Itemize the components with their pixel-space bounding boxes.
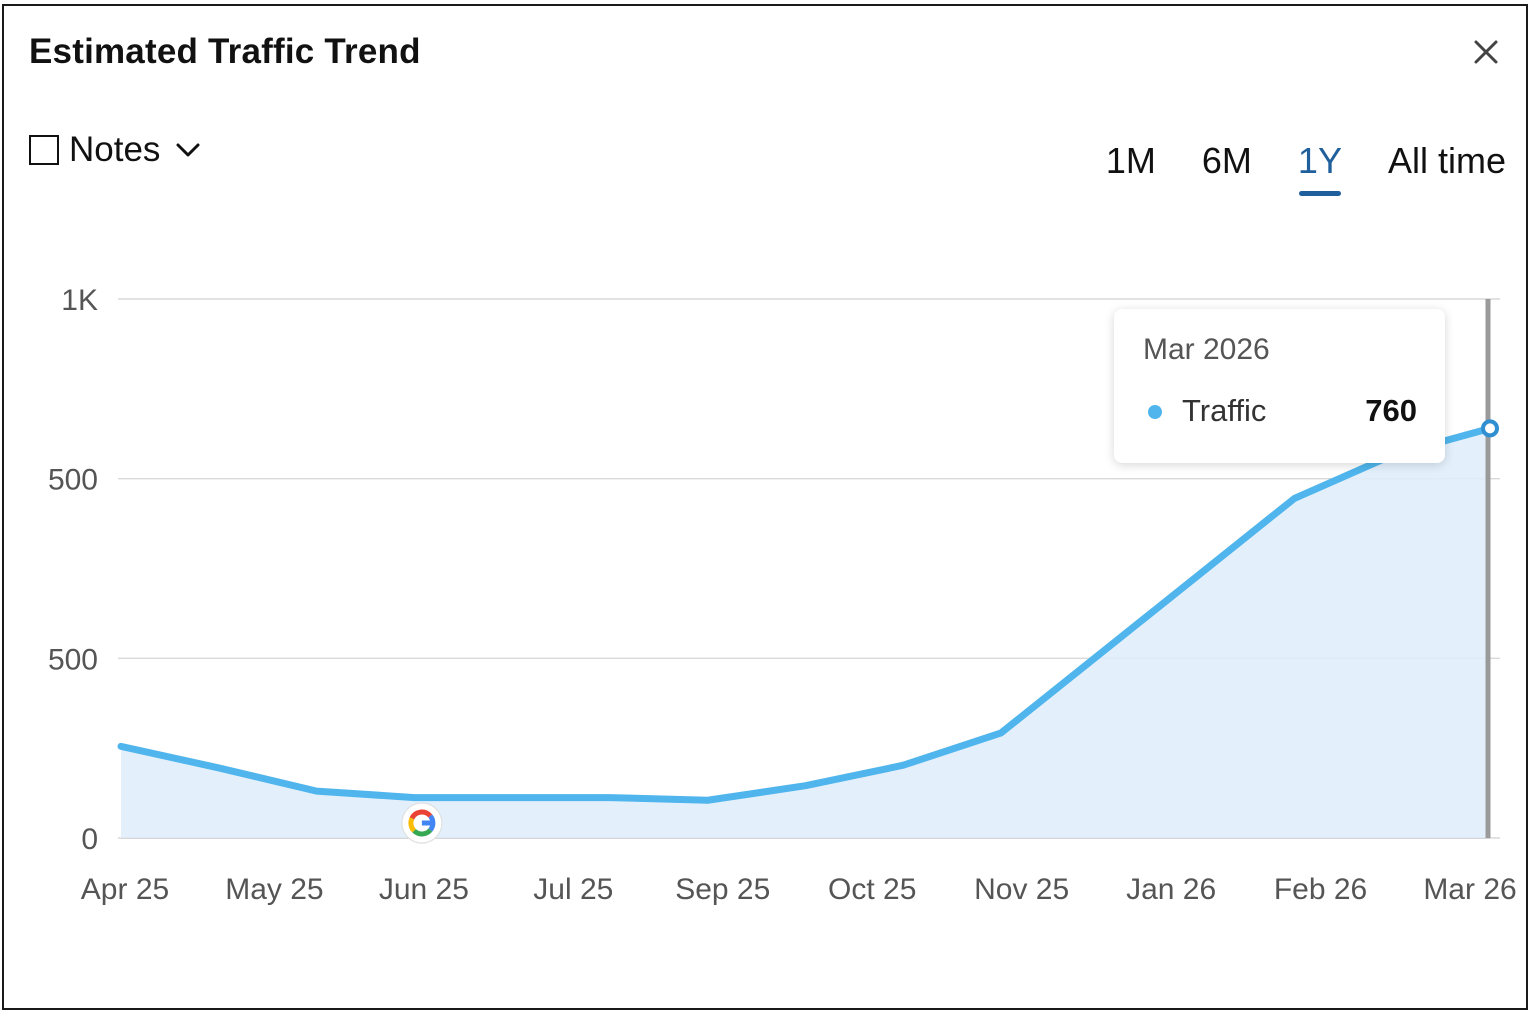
tooltip-series-dot: [1148, 405, 1162, 419]
tab-1y[interactable]: 1Y: [1298, 138, 1342, 196]
tab-6m[interactable]: 6M: [1201, 140, 1252, 181]
chart-tooltip: Mar 2026 Traffic 760: [1114, 309, 1445, 463]
tooltip-value: 760: [1365, 393, 1417, 428]
range-tabs: 1M 6M 1Y All time: [1060, 138, 1506, 196]
tooltip-series-name: Traffic: [1182, 393, 1267, 428]
tab-1m[interactable]: 1M: [1105, 140, 1156, 181]
close-button[interactable]: [1466, 32, 1506, 72]
notes-dropdown[interactable]: Notes: [29, 130, 202, 170]
chart-title: Estimated Traffic Trend: [29, 32, 421, 71]
tooltip-date: Mar 2026: [1143, 333, 1270, 366]
chevron-down-icon: [176, 143, 200, 157]
tab-all-time[interactable]: All time: [1387, 140, 1506, 181]
close-icon: [1474, 40, 1498, 64]
notes-checkbox[interactable]: [29, 135, 59, 165]
highlight-point: [1481, 419, 1499, 438]
notes-label: Notes: [69, 130, 161, 169]
